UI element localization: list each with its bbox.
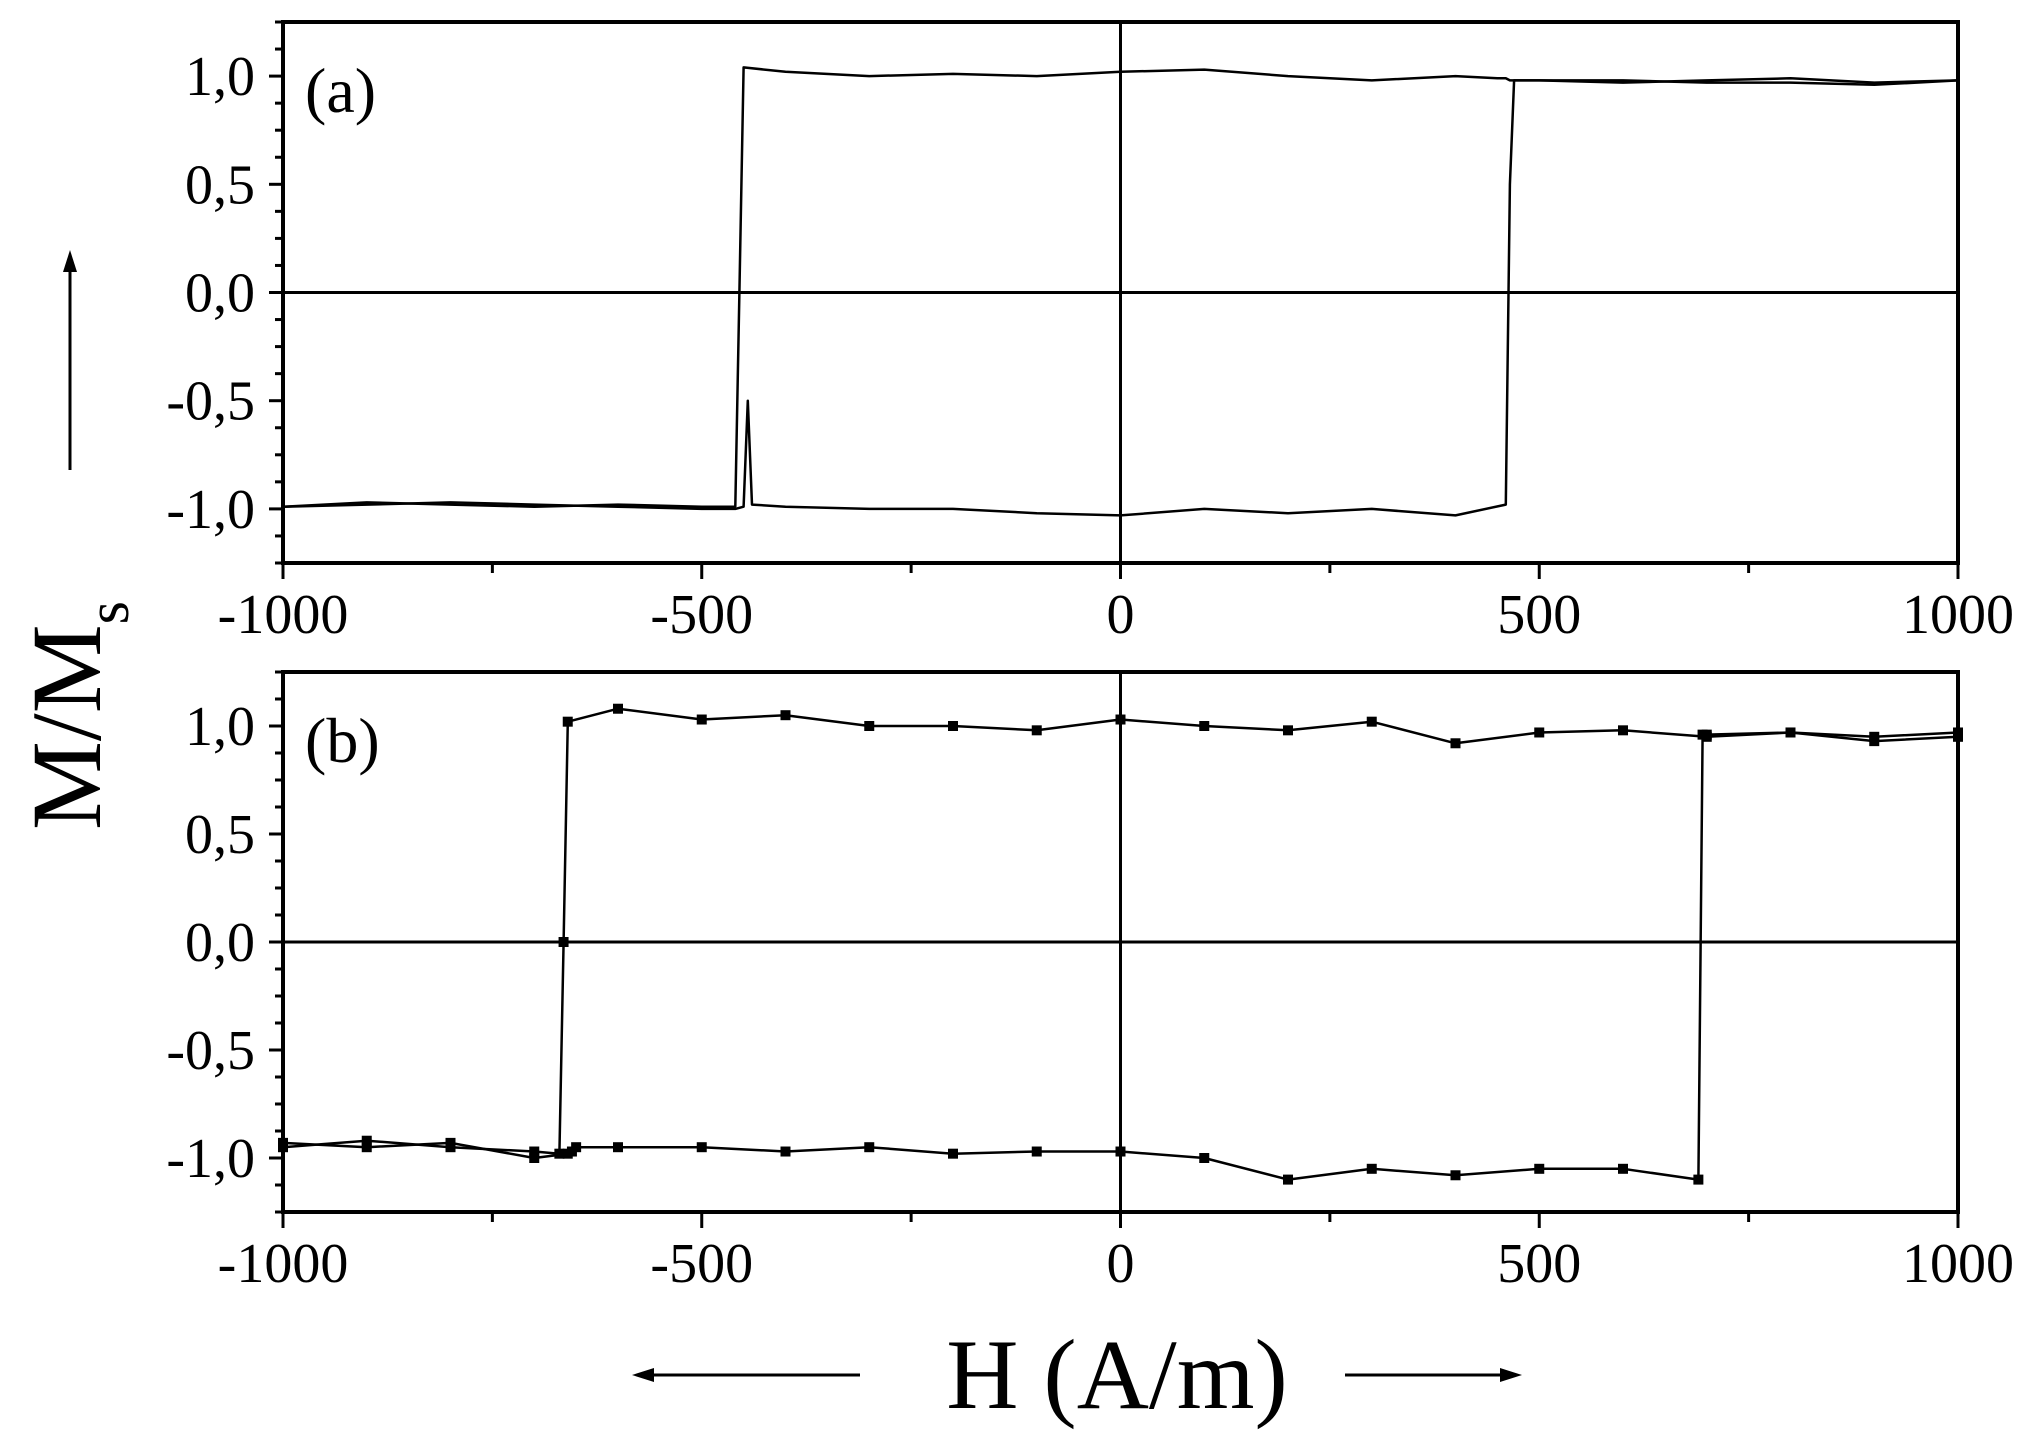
data-point-marker [1199, 721, 1210, 731]
y-tick-label: 0,5 [185, 154, 255, 216]
data-point-marker [1450, 1170, 1461, 1181]
data-point-marker [864, 1142, 875, 1153]
data-point-marker [948, 1148, 958, 1159]
data-point-marker [1366, 716, 1377, 727]
x-tick-label: 1000 [1902, 584, 2014, 646]
data-point-marker [361, 1135, 372, 1146]
x-axis-arrow-right-head [1500, 1368, 1522, 1382]
data-point-marker [780, 710, 791, 721]
y-tick-label: -1,0 [166, 479, 255, 541]
x-tick-label: 500 [1497, 584, 1581, 646]
x-tick-label: 1000 [1902, 1233, 2014, 1295]
y-tick-label: -0,5 [166, 371, 255, 433]
y-axis-title-subscript: s [75, 601, 141, 624]
data-point-marker [1869, 731, 1880, 742]
x-tick-label: 0 [1107, 1233, 1135, 1295]
data-point-marker [1534, 727, 1545, 738]
data-point-marker [1701, 731, 1712, 742]
data-point-marker [1115, 714, 1126, 725]
y-tick-label: 1,0 [185, 696, 255, 758]
data-point-marker [558, 937, 569, 947]
data-point-marker [780, 1146, 791, 1157]
data-point-marker [1366, 1163, 1377, 1174]
x-tick-label: -500 [650, 1233, 753, 1295]
data-point-marker [1199, 1153, 1210, 1163]
data-point-marker [696, 1142, 707, 1153]
data-point-marker [562, 1148, 573, 1159]
x-tick-label: -1000 [218, 1233, 349, 1295]
data-point-marker [613, 1142, 623, 1153]
x-tick-label: 500 [1497, 1233, 1581, 1295]
y-axis-title-main: M/M [11, 624, 122, 830]
data-point-marker [1785, 727, 1796, 738]
x-tick-label: -500 [650, 584, 753, 646]
y-tick-label: 1,0 [185, 46, 255, 108]
panel-a: -1000 -500 0 500 1000 1,0 0,5 0,0 -0,5 -1,0 (a) [166, 20, 2014, 646]
data-point-marker [562, 716, 573, 727]
data-point-marker [278, 1142, 288, 1153]
data-point-marker [1693, 1174, 1704, 1185]
x-axis-arrow-left-head [632, 1368, 654, 1382]
data-point-marker [529, 1146, 540, 1157]
panel-label: (a) [305, 55, 376, 126]
y-axis-title-group: M/Ms [11, 250, 141, 830]
data-point-marker [529, 1153, 540, 1163]
data-point-marker [1031, 1146, 1042, 1157]
data-point-marker [1031, 725, 1042, 736]
panel-b: -1000 -500 0 500 1000 1,0 0,5 0,0 -0,5 -1,0 (b) [166, 670, 2014, 1295]
data-point-marker [948, 721, 958, 731]
data-point-marker [1283, 725, 1293, 736]
y-tick-label: -1,0 [166, 1128, 255, 1190]
panel-label: (b) [305, 705, 380, 776]
y-tick-label: 0,0 [185, 263, 255, 325]
data-point-marker [554, 1148, 565, 1159]
y-axis-arrow-head [63, 250, 77, 272]
x-tick-label: -1000 [218, 584, 349, 646]
data-point-marker [1450, 738, 1461, 749]
series-line-ascending [282, 66, 1959, 508]
data-point-marker [1618, 725, 1628, 736]
x-axis-title: H (A/m) [946, 1319, 1288, 1430]
data-point-marker [696, 714, 707, 725]
y-axis-title: M/Ms [11, 601, 141, 830]
data-point-marker [1618, 1163, 1628, 1174]
x-tick-label: 0 [1107, 584, 1135, 646]
data-point-marker [613, 703, 623, 714]
data-point-marker [445, 1142, 456, 1153]
data-point-marker [1283, 1174, 1293, 1185]
y-tick-label: 0,5 [185, 804, 255, 866]
y-tick-label: 0,0 [185, 912, 255, 974]
data-point-marker [1534, 1163, 1545, 1174]
y-tick-label: -0,5 [166, 1020, 255, 1082]
data-point-marker [361, 1142, 372, 1153]
data-point-marker [1953, 727, 1963, 738]
data-point-marker [1115, 1146, 1126, 1157]
data-point-marker [864, 721, 875, 731]
x-axis-title-group: H (A/m) [632, 1319, 1522, 1430]
